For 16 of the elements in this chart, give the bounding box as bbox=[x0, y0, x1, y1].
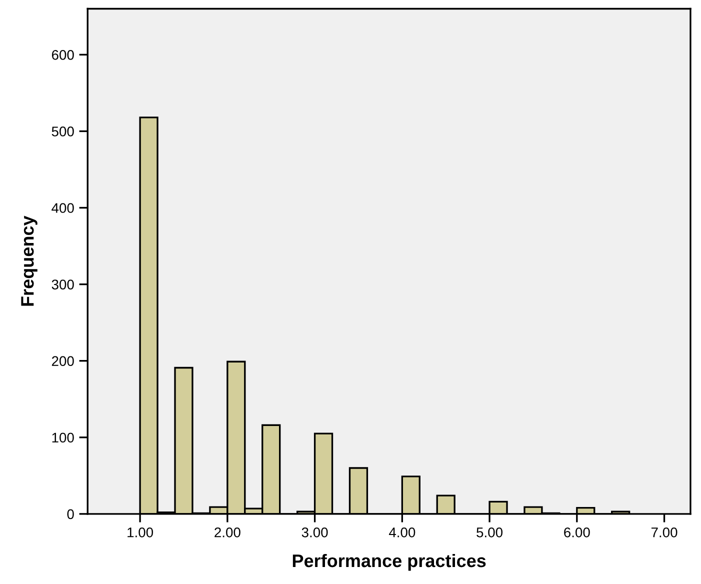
y-tick-label: 200 bbox=[52, 356, 74, 366]
y-tick-label: 400 bbox=[52, 203, 74, 213]
x-tick-label: 4.00 bbox=[388, 527, 416, 538]
y-tick-label: 500 bbox=[52, 126, 74, 136]
x-tick-label: 3.00 bbox=[302, 527, 328, 538]
y-axis-title: Frequency bbox=[21, 216, 38, 306]
y-tick-label: 100 bbox=[52, 432, 74, 443]
x-tick-label: 1.00 bbox=[128, 527, 154, 538]
x-tick-label: 5.00 bbox=[476, 527, 503, 538]
x-tick-label: 2.00 bbox=[214, 527, 240, 538]
x-axis-title: Performance practices bbox=[292, 554, 486, 571]
x-tick-label: 7.00 bbox=[651, 527, 678, 538]
y-tick-label: 0 bbox=[67, 509, 74, 520]
y-tick-label: 300 bbox=[52, 280, 74, 290]
x-tick-label: 6.00 bbox=[564, 527, 590, 538]
y-tick-label: 600 bbox=[52, 50, 74, 60]
